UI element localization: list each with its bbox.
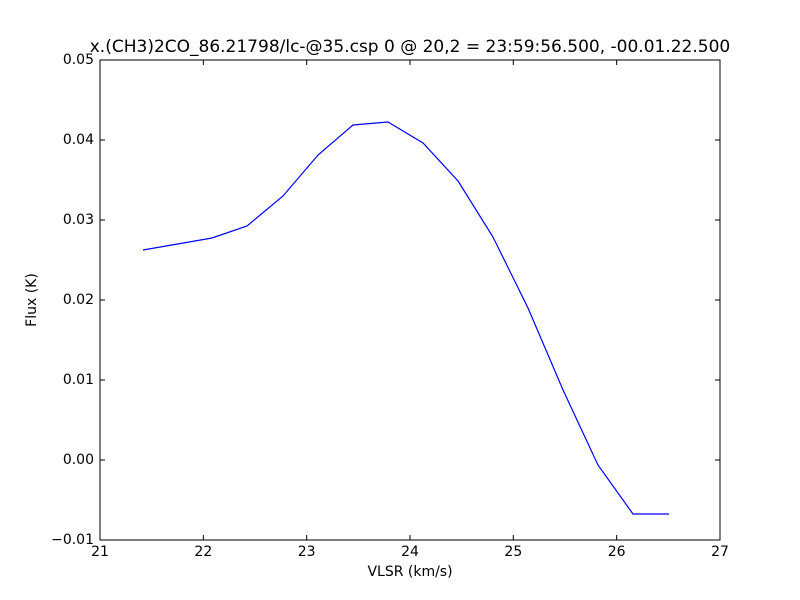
y-tick-label: −0.01 <box>51 532 94 548</box>
y-tick-label: 0.00 <box>63 452 94 468</box>
x-tick-label: 25 <box>504 544 522 560</box>
x-tick-label: 27 <box>711 544 729 560</box>
y-axis-label: Flux (K) <box>24 273 40 327</box>
y-tick-label: 0.03 <box>63 212 94 228</box>
x-tick-label: 21 <box>91 544 109 560</box>
x-axis-label: VLSR (km/s) <box>367 564 452 580</box>
x-tick-label: 22 <box>194 544 212 560</box>
x-tick-label: 26 <box>608 544 626 560</box>
y-tick-label: 0.01 <box>63 372 94 388</box>
y-tick-label: 0.02 <box>63 292 94 308</box>
x-tick-label: 24 <box>401 544 419 560</box>
data-line <box>142 121 669 515</box>
y-tick-label: 0.04 <box>63 132 94 148</box>
y-tick-label: 0.05 <box>63 52 94 68</box>
chart-title: x.(CH3)2CO_86.21798/lc-@35.csp 0 @ 20,2 … <box>90 37 730 57</box>
x-tick-label: 23 <box>298 544 316 560</box>
